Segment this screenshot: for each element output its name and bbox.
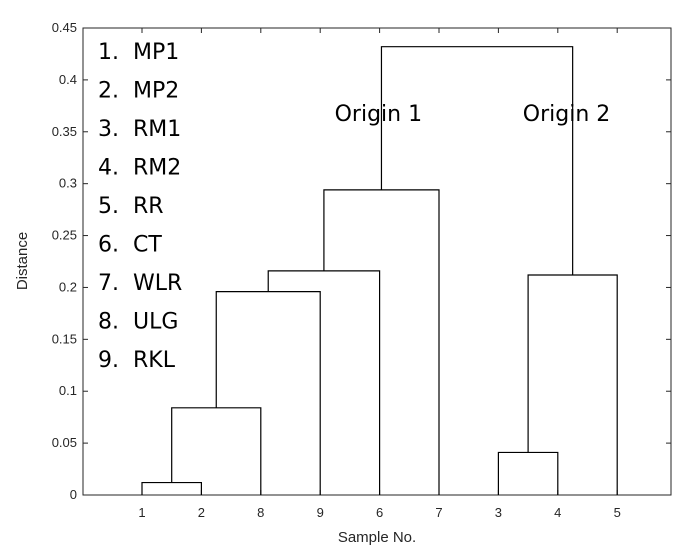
x-axis: 1 2 8 9 6 7 3 4 5: [138, 28, 621, 520]
legend-entry: 1. MP1: [98, 40, 179, 65]
x-tick-label: 8: [257, 505, 264, 520]
x-axis-title: Sample No.: [338, 529, 416, 546]
dendrogram-link: [497, 451, 559, 495]
x-tick-label: 6: [376, 505, 383, 520]
y-tick-label: 0.4: [59, 72, 77, 87]
x-tick-label: 9: [317, 505, 324, 520]
cluster-annotation: Origin 1: [335, 102, 422, 127]
x-tick-label: 4: [554, 505, 561, 520]
legend-entry: 3. RM1: [98, 117, 181, 142]
dendrogram-link: [527, 274, 618, 495]
y-tick-label: 0.3: [59, 176, 77, 191]
y-tick-label: 0.15: [52, 331, 77, 346]
legend: 1. MP1 2. MP2 3. RM1 4. RM2 5. RR 6. CT 7. WLR…: [98, 40, 182, 373]
y-tick-label: 0.05: [52, 435, 77, 450]
dendrogram-link: [171, 407, 262, 495]
legend-entry: 8. ULG: [98, 310, 178, 335]
x-tick-label: 3: [495, 505, 502, 520]
legend-entry: 4. RM2: [98, 156, 181, 181]
legend-entry: 9. RKL: [98, 348, 176, 373]
dendrogram-links: [141, 46, 618, 495]
legend-entry: 7. WLR: [98, 271, 182, 296]
y-tick-label: 0.35: [52, 124, 77, 139]
dendrogram-link: [215, 290, 321, 495]
y-tick-label: 0: [70, 487, 77, 502]
dendrogram-link: [267, 270, 381, 495]
dendrogram-link: [141, 481, 202, 495]
y-axis: 0 0.05 0.1 0.15 0.2 0.25 0.3 0.35 0.4 0.45: [52, 20, 671, 502]
y-tick-label: 0.2: [59, 279, 77, 294]
y-tick-label: 0.25: [52, 228, 77, 243]
x-tick-label: 7: [435, 505, 442, 520]
y-axis-title: Distance: [14, 232, 31, 290]
x-tick-label: 2: [198, 505, 205, 520]
x-tick-label: 5: [614, 505, 621, 520]
dendrogram-link: [323, 189, 440, 495]
dendrogram-link: [380, 46, 574, 275]
cluster-annotation: Origin 2: [523, 102, 610, 127]
legend-entry: 5. RR: [98, 194, 164, 219]
x-tick-label: 1: [138, 505, 145, 520]
y-tick-label: 0.1: [59, 383, 77, 398]
y-tick-label: 0.45: [52, 20, 77, 35]
legend-entry: 2. MP2: [98, 79, 179, 104]
annotations: Origin 1 Origin 2: [335, 102, 611, 127]
plot-frame: [82, 27, 672, 496]
legend-entry: 6. CT: [98, 233, 162, 258]
